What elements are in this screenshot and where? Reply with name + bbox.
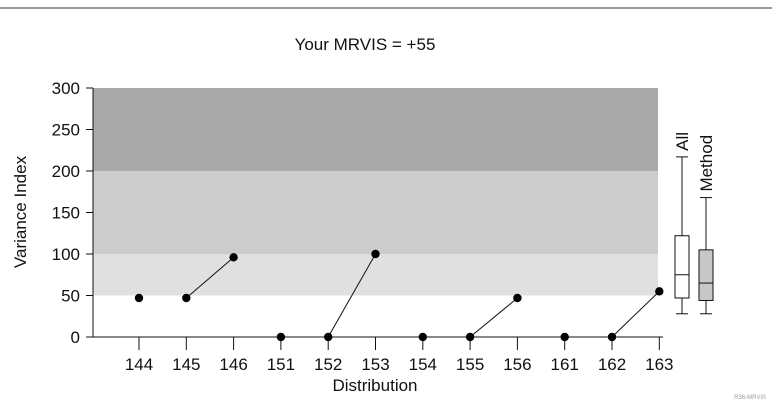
y-tick-label-0: 0	[71, 328, 80, 347]
chart-title: Your MRVIS = +55	[294, 35, 436, 54]
connector-152-153	[327, 253, 376, 338]
point-154	[418, 332, 427, 342]
band-1	[93, 171, 658, 254]
connector-162-163	[611, 290, 660, 338]
point-146	[229, 253, 238, 262]
connector-145-146	[185, 256, 234, 299]
point-162	[607, 332, 617, 342]
y-tick-label-100: 100	[52, 245, 80, 264]
y-tick-label-300: 300	[52, 79, 80, 98]
y-tick-label-250: 250	[52, 121, 80, 140]
x-tick-label-156: 156	[503, 355, 531, 374]
point-144	[134, 293, 144, 303]
x-tick-label-162: 162	[598, 355, 626, 374]
x-tick-label-144: 144	[125, 355, 153, 374]
band-0	[93, 254, 658, 296]
x-tick-label-146: 146	[219, 355, 247, 374]
y-tick-label-200: 200	[52, 162, 80, 181]
footnote: R36-MRVIS	[734, 395, 766, 401]
x-tick-label-155: 155	[456, 355, 484, 374]
band-2	[93, 88, 658, 171]
x-tick-label-163: 163	[645, 355, 673, 374]
point-156	[513, 293, 522, 303]
x-tick-label-153: 153	[361, 355, 389, 374]
point-151	[276, 332, 286, 342]
x-tick-label-154: 154	[409, 355, 437, 374]
box-0-iqr	[674, 235, 690, 299]
point-155	[465, 332, 475, 342]
y-tick-label-50: 50	[61, 287, 80, 306]
connector-155-156	[469, 297, 518, 338]
x-axis-label: Distribution	[332, 376, 417, 395]
y-axis-label: Variance Index	[11, 155, 30, 268]
x-tick-label-145: 145	[172, 355, 200, 374]
boxplot-label-method: Method	[697, 135, 716, 192]
point-145	[182, 293, 191, 303]
x-tick-label-151: 151	[267, 355, 295, 374]
lines-layer	[185, 253, 660, 338]
point-163	[655, 287, 664, 296]
boxplot-label-all: All	[673, 132, 692, 151]
points-layer	[134, 249, 664, 342]
y-tick-label-150: 150	[52, 204, 80, 223]
x-tick-label-152: 152	[314, 355, 342, 374]
point-161	[560, 332, 569, 342]
point-153	[371, 249, 380, 259]
point-152	[324, 332, 333, 342]
x-tick-label-161: 161	[551, 355, 579, 374]
axis-layer: 0 50 100 150 200 250 300 144 145 146 151 152 153 154 1…	[52, 79, 674, 374]
bands-layer	[93, 88, 658, 296]
box-layer: All Method	[673, 132, 716, 315]
box-1-iqr	[698, 249, 714, 301]
